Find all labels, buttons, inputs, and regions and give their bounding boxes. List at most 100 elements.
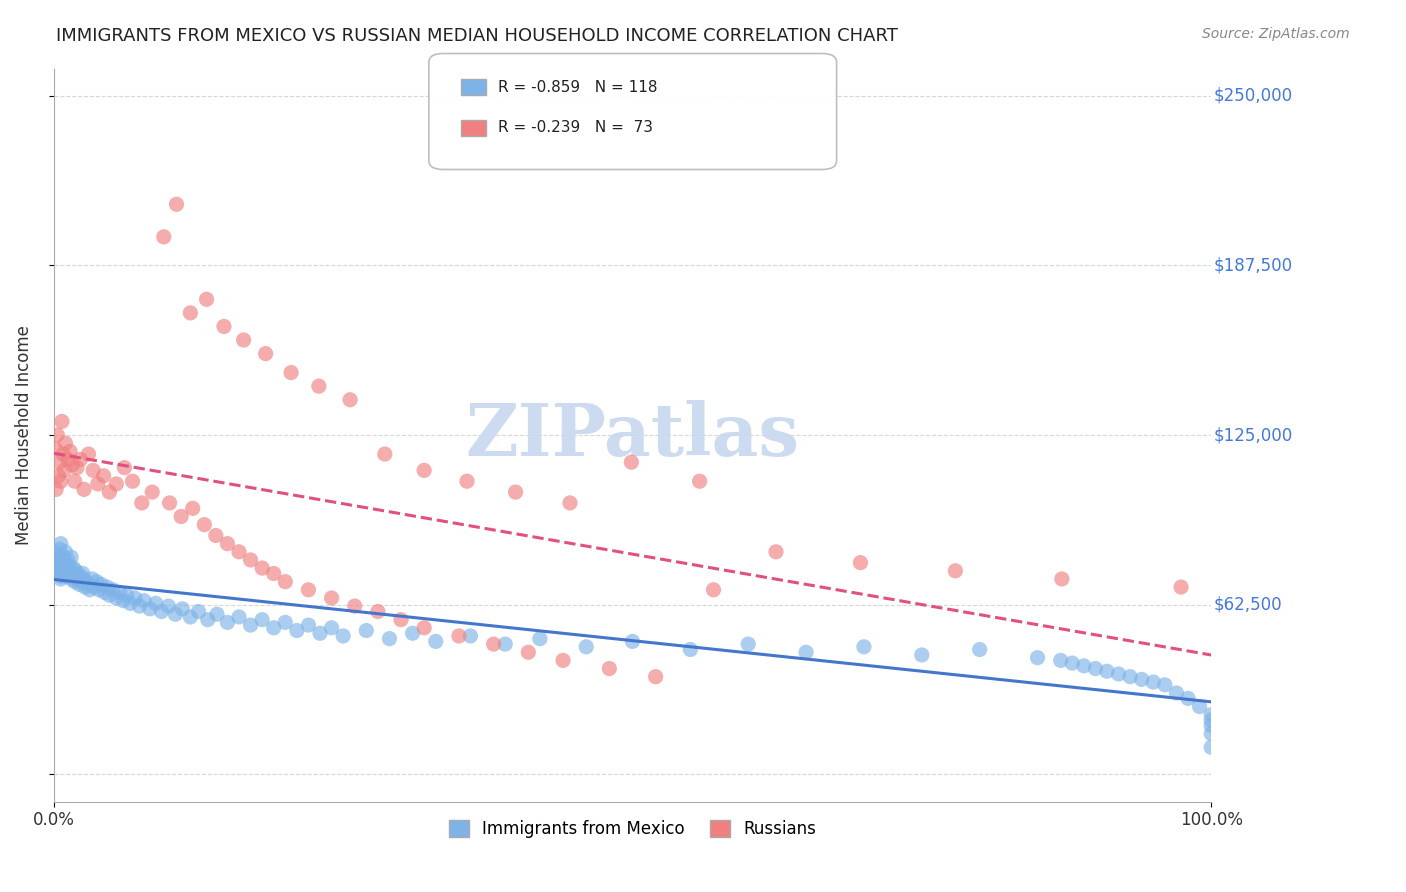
Immigrants from Mexico xyxy=(66,566,89,581)
Immigrants from Mexico xyxy=(425,634,447,648)
Immigrants from Mexico xyxy=(52,566,75,581)
Russians xyxy=(44,442,66,456)
Russians xyxy=(228,545,250,559)
Immigrants from Mexico xyxy=(205,607,228,622)
Immigrants from Mexico xyxy=(70,574,93,589)
Immigrants from Mexico xyxy=(45,550,67,565)
Russians xyxy=(82,463,104,477)
Immigrants from Mexico xyxy=(75,574,97,589)
Immigrants from Mexico xyxy=(83,580,105,594)
Immigrants from Mexico xyxy=(55,545,77,559)
Text: $250,000: $250,000 xyxy=(1213,87,1292,104)
Immigrants from Mexico xyxy=(62,561,84,575)
Russians xyxy=(849,556,872,570)
Immigrants from Mexico xyxy=(60,550,83,565)
Immigrants from Mexico xyxy=(115,588,138,602)
Russians xyxy=(308,379,330,393)
Russians xyxy=(689,474,711,488)
Immigrants from Mexico xyxy=(112,593,135,607)
Russians xyxy=(69,452,91,467)
Russians xyxy=(195,293,218,307)
Immigrants from Mexico xyxy=(80,572,103,586)
Immigrants from Mexico xyxy=(49,569,72,583)
Immigrants from Mexico xyxy=(98,588,121,602)
Immigrants from Mexico xyxy=(250,613,273,627)
Immigrants from Mexico xyxy=(852,640,875,654)
Russians xyxy=(179,306,201,320)
Russians xyxy=(152,230,174,244)
Russians xyxy=(77,447,100,461)
Immigrants from Mexico xyxy=(65,564,87,578)
Immigrants from Mexico xyxy=(48,566,70,581)
Russians xyxy=(166,197,188,211)
Immigrants from Mexico xyxy=(67,577,90,591)
Immigrants from Mexico xyxy=(48,558,70,573)
Russians xyxy=(73,483,96,497)
Russians xyxy=(63,474,86,488)
Immigrants from Mexico xyxy=(309,626,332,640)
Immigrants from Mexico xyxy=(529,632,551,646)
Russians xyxy=(447,629,470,643)
Russians xyxy=(505,485,527,500)
Immigrants from Mexico xyxy=(1049,653,1071,667)
Immigrants from Mexico xyxy=(120,596,142,610)
Russians xyxy=(52,447,75,461)
Immigrants from Mexico xyxy=(49,536,72,550)
Immigrants from Mexico xyxy=(46,564,69,578)
Immigrants from Mexico xyxy=(49,572,72,586)
Russians xyxy=(280,366,302,380)
Immigrants from Mexico xyxy=(105,591,128,605)
Immigrants from Mexico xyxy=(285,624,308,638)
Immigrants from Mexico xyxy=(401,626,423,640)
Immigrants from Mexico xyxy=(794,645,817,659)
Russians xyxy=(343,599,366,613)
Russians xyxy=(49,474,72,488)
Russians xyxy=(121,474,143,488)
Russians xyxy=(232,333,254,347)
Russians xyxy=(56,452,79,467)
Immigrants from Mexico xyxy=(179,610,201,624)
Immigrants from Mexico xyxy=(48,542,70,557)
Russians xyxy=(98,485,121,500)
Russians xyxy=(181,501,204,516)
Immigrants from Mexico xyxy=(1188,699,1211,714)
Immigrants from Mexico xyxy=(101,582,124,597)
Russians xyxy=(170,509,193,524)
Legend: Immigrants from Mexico, Russians: Immigrants from Mexico, Russians xyxy=(443,813,823,845)
Russians xyxy=(1170,580,1192,594)
Immigrants from Mexico xyxy=(263,621,285,635)
Immigrants from Mexico xyxy=(157,599,180,613)
Russians xyxy=(263,566,285,581)
Immigrants from Mexico xyxy=(737,637,759,651)
Immigrants from Mexico xyxy=(53,556,76,570)
Immigrants from Mexico xyxy=(128,599,150,613)
Immigrants from Mexico xyxy=(197,613,219,627)
Russians xyxy=(598,661,620,675)
Immigrants from Mexico xyxy=(55,561,77,575)
Russians xyxy=(945,564,967,578)
Immigrants from Mexico xyxy=(165,607,187,622)
Russians xyxy=(413,621,436,635)
Russians xyxy=(205,528,228,542)
Russians xyxy=(55,436,77,450)
Immigrants from Mexico xyxy=(139,602,162,616)
Immigrants from Mexico xyxy=(460,629,482,643)
Immigrants from Mexico xyxy=(48,548,70,562)
Immigrants from Mexico xyxy=(48,553,70,567)
Immigrants from Mexico xyxy=(58,564,80,578)
Russians xyxy=(1050,572,1073,586)
Immigrants from Mexico xyxy=(332,629,354,643)
Russians xyxy=(46,428,69,442)
Russians xyxy=(239,553,262,567)
Immigrants from Mexico xyxy=(69,569,91,583)
Russians xyxy=(141,485,163,500)
Russians xyxy=(456,474,478,488)
Russians xyxy=(112,460,135,475)
Russians xyxy=(105,477,128,491)
Immigrants from Mexico xyxy=(575,640,598,654)
Russians xyxy=(517,645,540,659)
Immigrants from Mexico xyxy=(60,572,83,586)
Immigrants from Mexico xyxy=(90,577,112,591)
Immigrants from Mexico xyxy=(51,553,73,567)
Immigrants from Mexico xyxy=(55,558,77,573)
